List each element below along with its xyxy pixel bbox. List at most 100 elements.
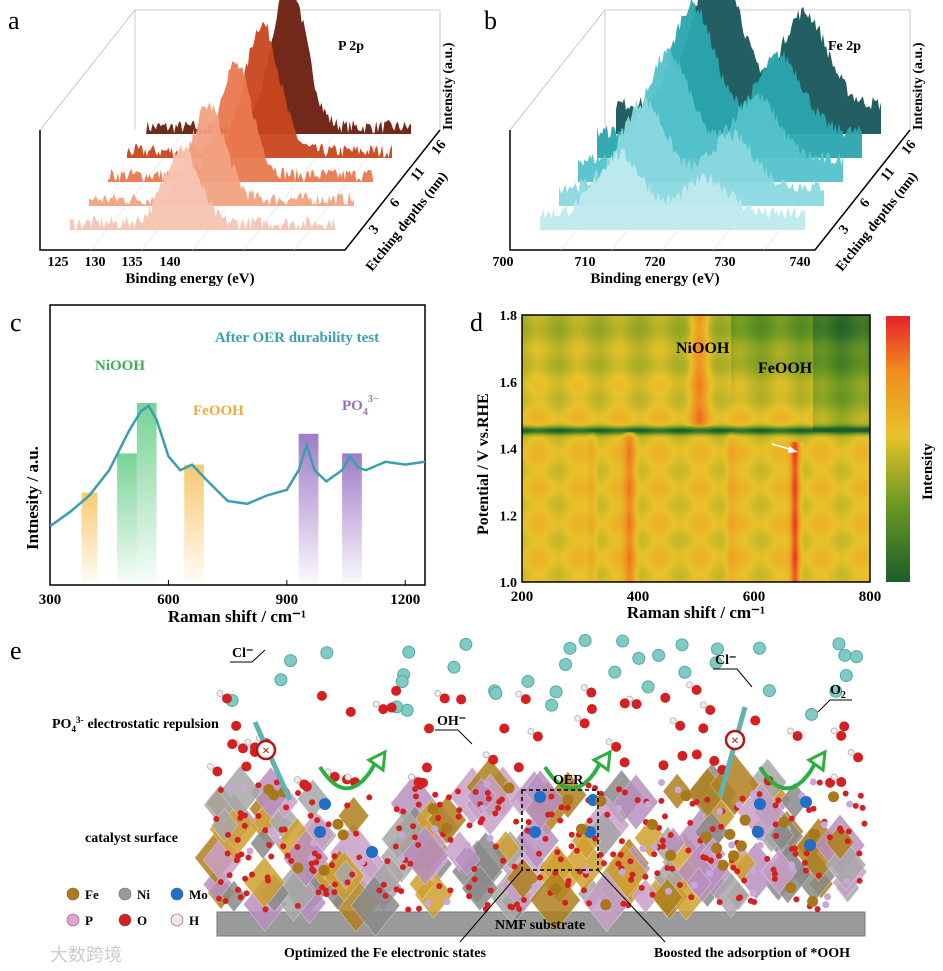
iron-atom: [268, 789, 280, 801]
chloride-ion: [838, 648, 852, 662]
phosphorus-atom: [486, 834, 494, 842]
schematic-e: × × Cl⁻ Cl⁻ OH⁻ O2 PO43- electrostatic rep…: [50, 634, 868, 965]
oxygen-atom: [838, 828, 845, 835]
polyhedron: [686, 867, 712, 899]
chloride-ion: [752, 641, 766, 655]
oxygen-atom: [548, 793, 555, 800]
oxygen-atom: [396, 825, 403, 832]
chloride-ion: [284, 654, 298, 668]
oxygen-atom: [568, 843, 575, 850]
oxygen-atom: [237, 814, 244, 821]
oxygen-atom: [376, 887, 383, 894]
chloride-ion: [710, 642, 724, 656]
oxygen-atom: [393, 806, 400, 813]
phosphorus-atom: [227, 783, 235, 791]
iron-atom: [728, 850, 740, 862]
oxygen-atom: [669, 865, 676, 872]
oxygen-atom: [687, 819, 694, 826]
oxygen-atom: [856, 877, 863, 884]
oxygen-atom: [513, 818, 520, 825]
oxygen-atom: [447, 836, 454, 843]
oxygen-molecule-atom: [792, 731, 803, 742]
chart-d-annotation-feooh: FeOOH: [758, 360, 813, 377]
legend-fe-label: Fe: [85, 887, 99, 902]
hydrogen-atom: [293, 776, 301, 784]
iron-atom: [711, 842, 723, 854]
phosphorus-atom: [398, 854, 406, 862]
leader-cl-right: [713, 668, 753, 688]
oxygen-atom: [718, 823, 725, 830]
oxygen-atom: [676, 882, 683, 889]
oxygen-atom: [615, 860, 622, 867]
oxygen-molecule-atom: [836, 730, 847, 741]
label-catalyst-surface: catalyst surface: [85, 831, 178, 846]
oxygen-atom: [329, 862, 336, 869]
oxygen-atom: [629, 871, 636, 878]
oxygen-molecule-atom: [378, 704, 389, 715]
oxygen-atom: [649, 891, 656, 898]
oxygen-molecule-atom: [691, 684, 702, 695]
phosphorus-atom: [398, 831, 406, 839]
oxygen-atom: [331, 881, 338, 888]
oxygen-atom: [331, 853, 338, 860]
oxygen-atom: [716, 899, 723, 906]
oxygen-atom: [845, 828, 852, 835]
oxygen-atom: [816, 779, 823, 786]
oxygen-atom: [535, 850, 542, 857]
z-tick-label: 6: [857, 196, 873, 211]
molybdenum-atom: [314, 826, 326, 838]
oxygen-atom: [610, 851, 617, 858]
oxygen-atom: [592, 835, 599, 842]
spectrum-depth-0: [70, 144, 335, 230]
polyhedron: [401, 826, 449, 886]
oxygen-atom: [604, 811, 611, 818]
iron-atom: [717, 859, 729, 871]
x-tick-label: 600: [157, 592, 180, 608]
oxygen-atom: [861, 820, 868, 827]
iron-atom: [292, 862, 304, 874]
molybdenum-atom: [800, 796, 812, 808]
iron-atom: [785, 882, 797, 894]
phosphorus-atom: [658, 779, 666, 787]
oxygen-atom: [857, 792, 864, 799]
oxygen-atom: [688, 894, 695, 901]
oxygen-atom: [585, 782, 592, 789]
oxygen-molecule-atom: [579, 718, 590, 729]
oxygen-molecule-atom: [698, 723, 709, 734]
blocked-x-icon: ×: [262, 744, 270, 759]
legend-ni-label: Ni: [137, 887, 150, 902]
oxygen-molecule-atom: [237, 743, 248, 754]
oxygen-molecule-atom: [839, 721, 850, 732]
phosphorus-atom: [716, 808, 724, 816]
oxygen-atom: [454, 788, 461, 795]
raman-curve: [49, 403, 426, 528]
oxygen-atom: [789, 845, 796, 852]
callout-ooh-adsorption: Boosted the adsorption of *OOH: [654, 946, 850, 961]
polyhedron: [466, 777, 497, 815]
oxygen-atom: [554, 849, 561, 856]
phosphorus-atom: [639, 845, 647, 853]
chloride-ion: [320, 646, 334, 660]
chloride-ion: [832, 637, 846, 651]
spectrum-depth-16: [146, 0, 411, 134]
polyhedron: [282, 829, 329, 888]
oxygen-molecule-atom: [212, 766, 223, 777]
band-1: [117, 453, 137, 583]
x-tick-label: 400: [627, 589, 650, 605]
oxygen-molecule-atom: [619, 757, 630, 768]
oer-arrowhead: [591, 749, 612, 773]
spectrum-depth-11: [127, 21, 392, 158]
hydrogen-atom: [244, 738, 252, 746]
chloride-ion: [678, 665, 692, 679]
oxygen-atom: [620, 900, 627, 907]
polyhedron: [768, 819, 794, 852]
chart-d-xlabel: Raman shift / cm⁻¹: [627, 603, 765, 622]
oxygen-atom: [511, 863, 518, 870]
oxygen-atom: [281, 826, 288, 833]
callout-line-right: [597, 869, 666, 943]
oxygen-molecule-atom: [513, 762, 524, 773]
oxygen-atom: [217, 879, 224, 886]
hydrogen-atom: [408, 773, 416, 781]
x-tick-label: 600: [743, 589, 766, 605]
oxygen-molecule-atom: [631, 699, 642, 710]
